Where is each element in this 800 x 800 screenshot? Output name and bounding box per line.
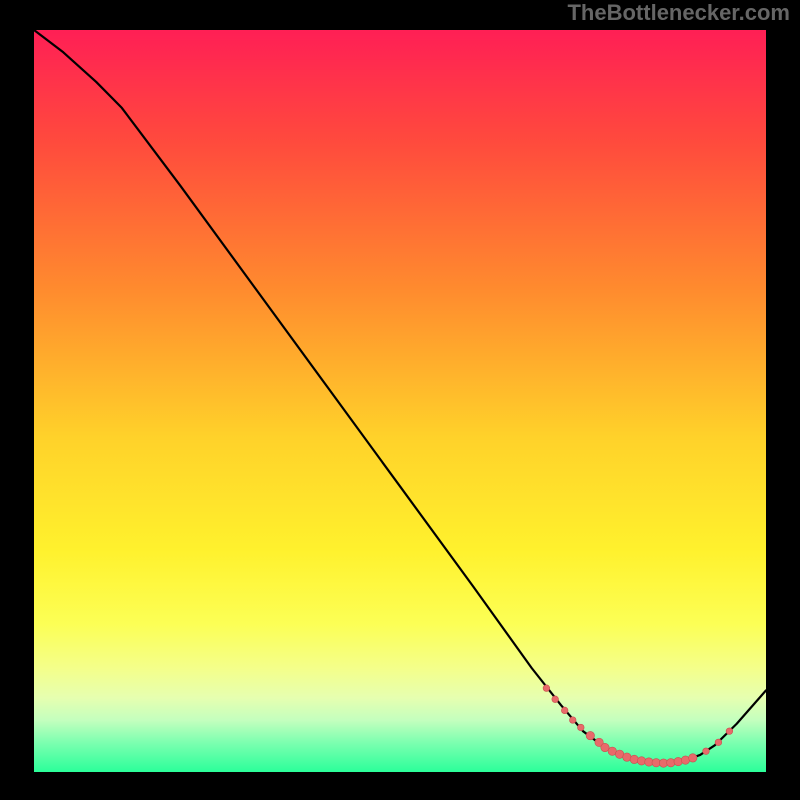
chart-svg (0, 0, 800, 800)
curve-marker (674, 757, 682, 765)
curve-marker (543, 685, 550, 692)
curve-marker (689, 754, 697, 762)
chart-stage: TheBottlenecker.com (0, 0, 800, 800)
curve-marker (561, 707, 568, 714)
gradient-background (34, 30, 766, 772)
curve-marker (578, 724, 585, 731)
curve-marker (726, 728, 733, 735)
curve-marker (552, 696, 559, 703)
curve-marker (586, 731, 594, 739)
watermark-text: TheBottlenecker.com (567, 0, 790, 26)
curve-marker (637, 757, 645, 765)
curve-marker (715, 739, 722, 746)
curve-marker (667, 759, 675, 767)
curve-marker (703, 748, 710, 755)
curve-marker (630, 755, 638, 763)
curve-marker (569, 717, 576, 724)
